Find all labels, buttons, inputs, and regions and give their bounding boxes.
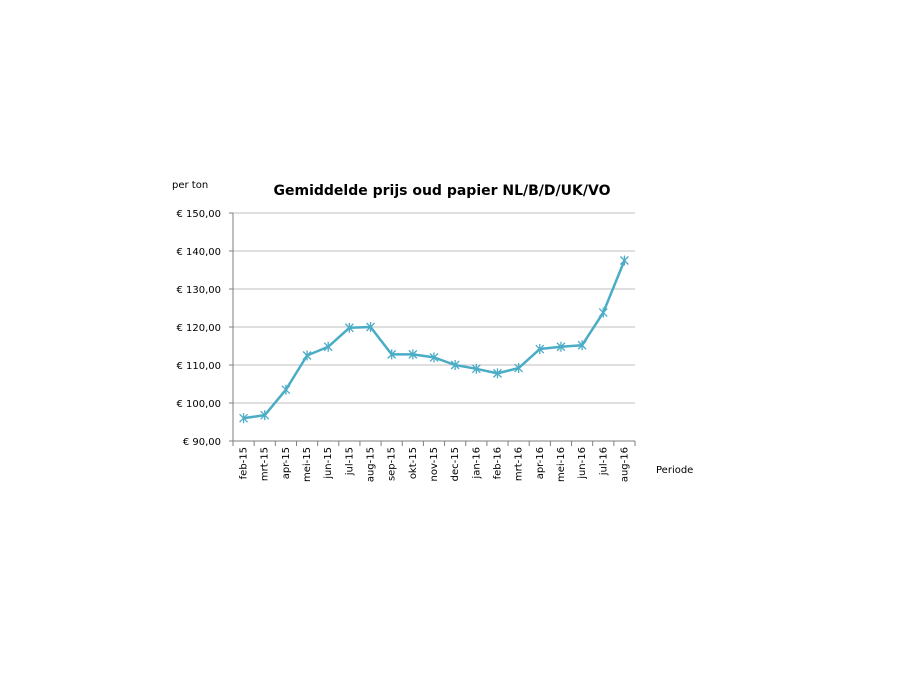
x-tick-label: nov-15 [429, 447, 440, 481]
data-point [556, 341, 566, 352]
data-point [260, 410, 270, 421]
x-tick-label: mrt-16 [514, 447, 525, 481]
y-tick-label: € 140,00 [176, 247, 221, 258]
data-point [366, 322, 375, 332]
y-tick-label: € 100,00 [176, 399, 221, 410]
data-point [408, 349, 418, 360]
data-point [577, 340, 587, 351]
x-tick-label: mei-16 [556, 447, 567, 482]
data-point [302, 350, 312, 361]
y-tick-label: € 130,00 [176, 285, 221, 296]
y-tick-label: € 90,00 [183, 437, 221, 448]
data-point [239, 413, 249, 424]
series-line [243, 260, 626, 420]
chart-title: Gemiddelde prijs oud papier NL/B/D/UK/VO [274, 183, 611, 199]
x-tick-label: aug-15 [366, 447, 377, 482]
data-point [535, 344, 545, 355]
data-point [619, 255, 629, 266]
data-point [450, 360, 460, 370]
x-tick-label: mei-15 [302, 447, 313, 482]
x-tick-label: jul-15 [344, 447, 355, 476]
y-axis: € 90,00 € 100,00 € 110,00 € 120,00 € 130,00 €… [176, 209, 234, 448]
y-tick-label: € 110,00 [176, 361, 221, 372]
x-tick-label: jan-16 [471, 447, 482, 480]
data-point [344, 322, 354, 333]
y-tick-label: € 150,00 [176, 209, 221, 220]
x-tick-label: feb-16 [492, 447, 503, 479]
x-tick-label: jul-16 [598, 447, 609, 476]
data-point [429, 352, 439, 363]
x-tick-label: jun-16 [577, 447, 588, 480]
data-point [323, 341, 333, 352]
x-tick-label: feb-15 [239, 447, 250, 479]
x-tick-label: jun-15 [323, 447, 334, 480]
x-axis-title: Periode [656, 465, 693, 476]
data-point [387, 349, 397, 360]
data-point [514, 363, 524, 374]
y-axis-title: per ton [172, 180, 208, 191]
gridlines [233, 212, 635, 404]
x-tick-label: dec-15 [450, 447, 461, 481]
x-tick-label: apr-16 [535, 447, 546, 479]
y-tick-label: € 120,00 [176, 323, 221, 334]
x-tick-label: mrt-15 [260, 447, 271, 481]
x-tick-label: aug-16 [619, 447, 630, 482]
data-point [281, 384, 291, 395]
data-point [493, 368, 502, 379]
data-point [598, 307, 608, 318]
x-tick-label: okt-15 [408, 447, 419, 479]
data-point [471, 363, 481, 374]
x-tick-label: sep-15 [387, 447, 398, 481]
x-tick-label: apr-15 [281, 447, 292, 479]
x-axis: feb-15 mrt-15 apr-15 mei-15 jun-15 jul-15 aug-… [232, 440, 636, 482]
series-group [239, 255, 629, 424]
